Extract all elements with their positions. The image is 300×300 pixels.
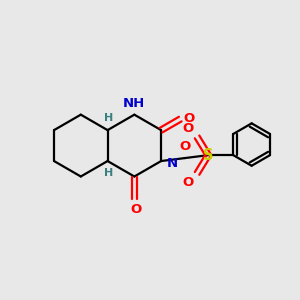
Text: O: O: [182, 122, 194, 134]
Text: H: H: [103, 113, 113, 123]
Text: O: O: [179, 140, 190, 153]
Text: S: S: [203, 148, 214, 163]
Text: O: O: [184, 112, 195, 125]
Text: O: O: [130, 203, 142, 216]
Text: NH: NH: [123, 97, 146, 110]
Text: O: O: [182, 176, 194, 189]
Text: N: N: [167, 157, 178, 170]
Text: H: H: [103, 167, 113, 178]
